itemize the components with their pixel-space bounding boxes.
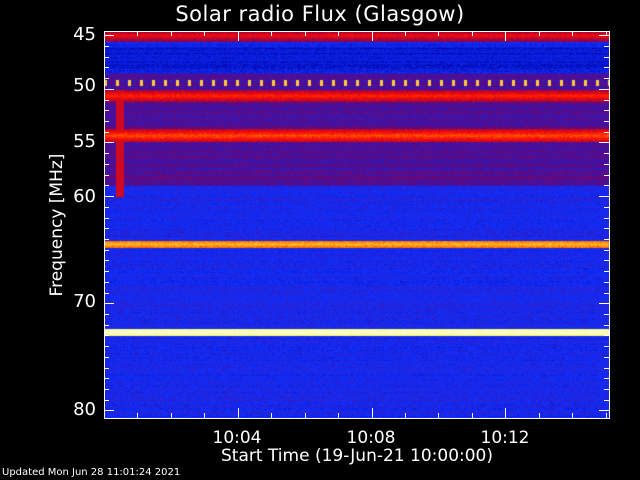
- x-tick-label: 10:08: [346, 428, 396, 448]
- updated-timestamp: Updated Mon Jun 28 11:01:24 2021: [2, 467, 181, 478]
- spectrogram-heatmap: [104, 31, 610, 419]
- x-axis-label: Start Time (19-Jun-21 10:00:00): [221, 446, 493, 466]
- x-tick-label: 10:12: [480, 428, 530, 448]
- y-tick-label: 55: [73, 131, 96, 152]
- y-tick-label: 50: [73, 75, 96, 96]
- plot-frame: [104, 31, 610, 419]
- y-axis-label: Frequency [MHz]: [47, 153, 67, 297]
- y-tick-label: 70: [73, 291, 96, 312]
- y-tick-label: 80: [73, 399, 96, 420]
- y-tick-label: 60: [73, 186, 96, 207]
- y-tick-label: 45: [73, 24, 96, 45]
- chart-title: Solar radio Flux (Glasgow): [175, 2, 465, 26]
- x-tick-label: 10:04: [212, 428, 262, 448]
